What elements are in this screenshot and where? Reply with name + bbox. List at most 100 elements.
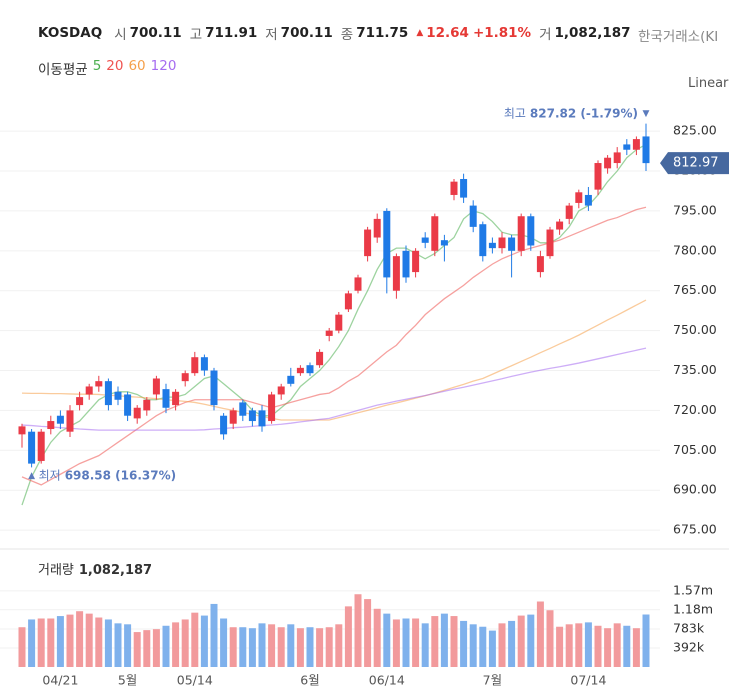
y-tick-label: 705.00 bbox=[673, 442, 717, 457]
candle-body bbox=[287, 375, 295, 384]
x-tick-label: 07/14 bbox=[570, 673, 606, 688]
volume-bar bbox=[421, 623, 429, 667]
legend-entry[interactable]: 120 bbox=[150, 58, 177, 74]
candle-body bbox=[469, 205, 477, 227]
volume-bar bbox=[517, 615, 525, 667]
volume-bar bbox=[277, 627, 285, 667]
quote-label: 고 bbox=[189, 27, 203, 43]
volume-bar bbox=[220, 618, 228, 667]
volume-bar bbox=[440, 613, 448, 667]
volume-bar bbox=[450, 616, 458, 667]
volume-bar bbox=[584, 622, 592, 667]
volume-bar bbox=[124, 624, 132, 667]
volume-title: 거래량 1,082,187 bbox=[38, 563, 152, 578]
candle-body bbox=[440, 240, 448, 246]
candle-body bbox=[604, 157, 612, 169]
candle-body bbox=[527, 216, 535, 246]
candle-body bbox=[76, 397, 84, 406]
y-tick-label: 765.00 bbox=[673, 282, 717, 297]
volume-bar bbox=[508, 620, 516, 667]
candle-body bbox=[37, 431, 45, 461]
candle-body bbox=[220, 415, 228, 435]
legend-entry[interactable]: 20 bbox=[106, 58, 124, 74]
quote-label: 종 bbox=[340, 27, 354, 43]
candle-body bbox=[306, 365, 314, 374]
candle-body bbox=[152, 378, 160, 395]
candle-body bbox=[431, 216, 439, 251]
volume-bar bbox=[594, 625, 602, 667]
volume-bar bbox=[431, 616, 439, 667]
x-tick-label: 05/14 bbox=[177, 673, 213, 688]
y-tick-label: 783k bbox=[673, 621, 705, 636]
candle-body bbox=[172, 391, 180, 406]
y-tick-label: 392k bbox=[673, 639, 705, 654]
candle-body bbox=[498, 237, 506, 249]
legend-title: 이동평균 bbox=[38, 62, 88, 78]
scale-label[interactable]: Linear bbox=[688, 76, 729, 91]
candle-body bbox=[565, 205, 573, 219]
volume-bar bbox=[623, 625, 631, 667]
volume-bar bbox=[181, 619, 189, 667]
moving-average-line bbox=[21, 143, 647, 506]
volume-bar bbox=[364, 599, 372, 667]
volume-bar bbox=[344, 606, 352, 667]
volume-bar bbox=[498, 623, 506, 667]
volume-bar bbox=[306, 627, 314, 667]
x-tick-label: 04/21 bbox=[42, 673, 78, 688]
volume-bar bbox=[556, 626, 564, 667]
volume-title-value: 1,082,187 bbox=[79, 563, 152, 578]
moving-average-line bbox=[21, 206, 647, 486]
candle-body bbox=[364, 229, 372, 257]
candle-body bbox=[402, 250, 410, 278]
change: 12.64 bbox=[426, 25, 469, 41]
volume-bar bbox=[488, 630, 496, 667]
volume-bar bbox=[191, 612, 199, 667]
candle-body bbox=[277, 386, 285, 395]
volume-bar bbox=[114, 623, 122, 667]
candle-body bbox=[143, 399, 151, 411]
y-tick-label: 720.00 bbox=[673, 402, 717, 417]
volume-bar bbox=[335, 624, 343, 667]
change-pct: +1.81% bbox=[472, 25, 532, 41]
low-annotation: 최저 698.58 (16.37%) bbox=[39, 468, 177, 482]
volume: 1,082,187 bbox=[554, 25, 631, 41]
candle-body bbox=[584, 194, 592, 206]
quote-label: 시 bbox=[114, 27, 127, 43]
volume-bar bbox=[613, 623, 621, 667]
candle-body bbox=[296, 367, 304, 374]
volume-bar bbox=[373, 608, 381, 667]
volume-bar bbox=[527, 614, 535, 667]
candle-body bbox=[181, 373, 189, 382]
volume-bar bbox=[296, 628, 304, 667]
volume-bar bbox=[239, 627, 247, 667]
volume-bar bbox=[546, 610, 554, 667]
volume-bar bbox=[47, 618, 55, 667]
legend-entry[interactable]: 60 bbox=[128, 58, 146, 74]
candle-body bbox=[268, 394, 276, 422]
candle-body bbox=[66, 410, 74, 432]
candle-body bbox=[325, 330, 333, 336]
volume-bar bbox=[565, 624, 573, 667]
volume-bar bbox=[258, 623, 266, 667]
up-arrow: ▲ bbox=[416, 28, 424, 38]
volume-bar bbox=[229, 627, 237, 667]
candle-body bbox=[450, 181, 458, 195]
candle-body bbox=[354, 277, 362, 291]
volume-label: 거 bbox=[539, 27, 552, 43]
volume-bar bbox=[460, 620, 468, 667]
low-annotation-text: 698.58 (16.37%) bbox=[65, 468, 176, 482]
candle-body bbox=[56, 415, 64, 424]
volume-bar bbox=[287, 624, 295, 667]
y-tick-label: 750.00 bbox=[673, 322, 717, 337]
x-tick-label: 06/14 bbox=[369, 673, 405, 688]
candle-body bbox=[623, 144, 631, 150]
legend-entry[interactable]: 5 bbox=[92, 58, 102, 74]
candle-body bbox=[479, 224, 487, 257]
volume-bar bbox=[104, 619, 112, 667]
y-tick-label: 825.00 bbox=[673, 123, 717, 138]
candle-body bbox=[200, 357, 208, 371]
candle-body bbox=[28, 431, 36, 464]
quote-label: 저 bbox=[265, 27, 278, 43]
candle-body bbox=[124, 394, 132, 416]
